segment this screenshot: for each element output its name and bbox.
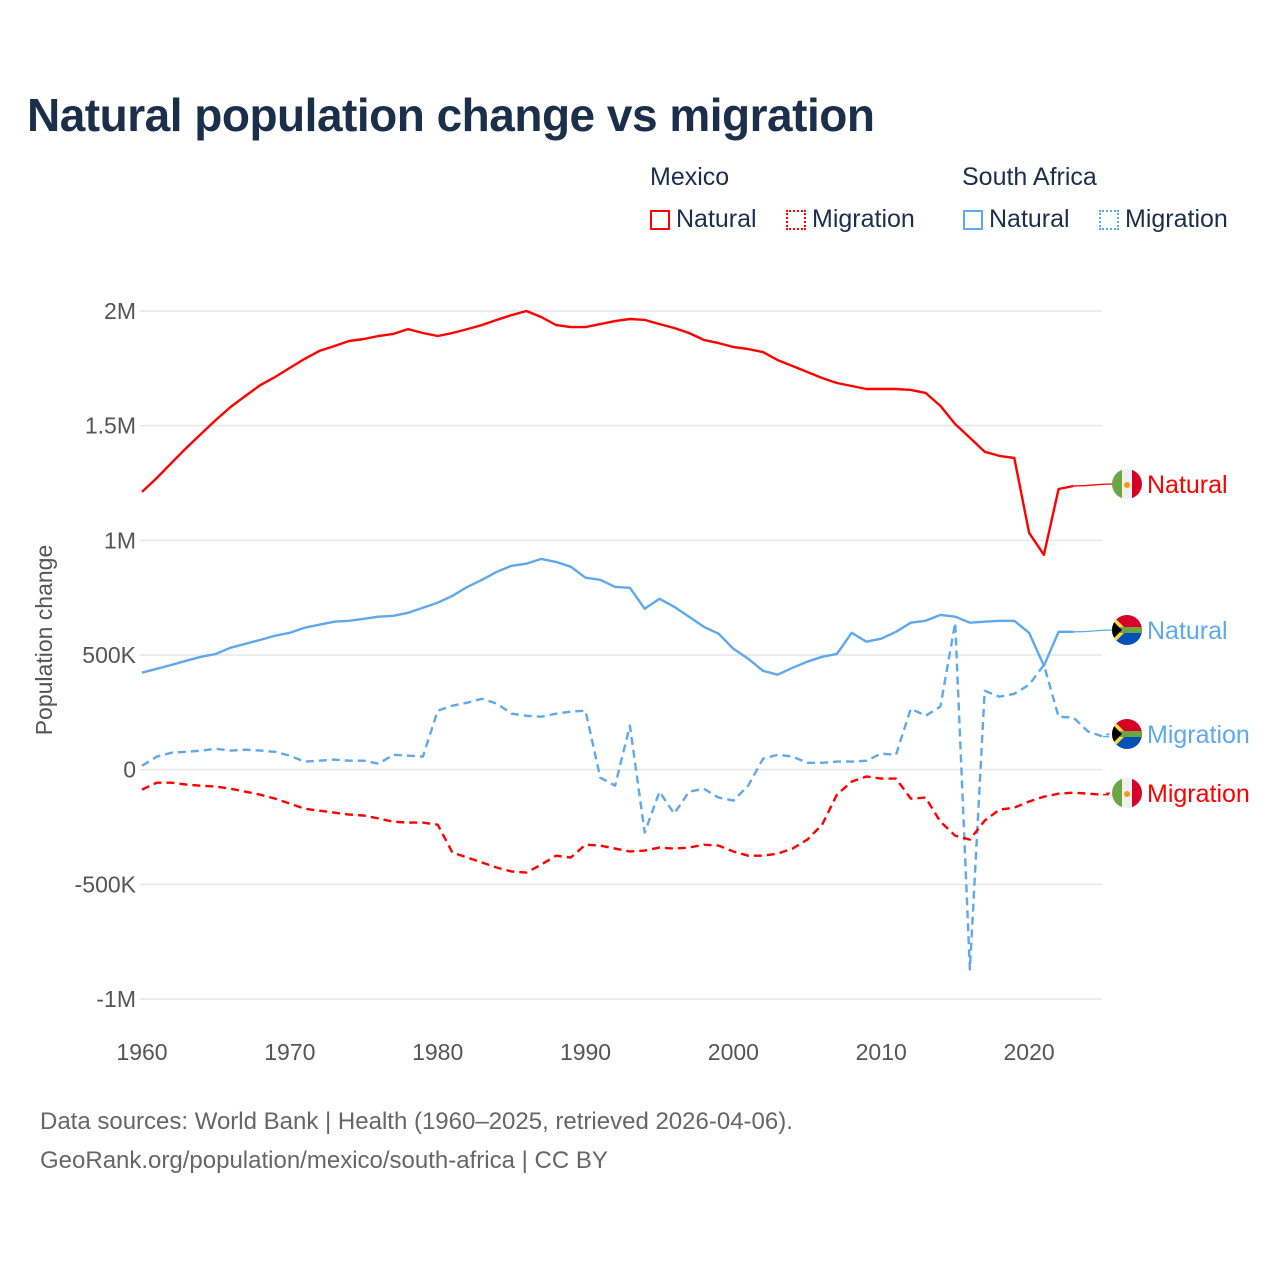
legend-swatch-solid — [650, 209, 670, 230]
legend-label: Natural — [989, 205, 1070, 233]
legend-swatch-solid — [963, 209, 983, 230]
legend-item-south-africa-natural[interactable]: Natural — [963, 205, 1070, 234]
legend-item-mexico-natural[interactable]: Natural — [650, 205, 757, 234]
series-line-south-africa-migration — [141, 621, 1104, 971]
flag-body — [1112, 469, 1142, 499]
series-line-south-africa-natural — [141, 557, 1074, 676]
flag-emblem — [1124, 482, 1130, 488]
x-tick-label: 2000 — [708, 1039, 759, 1065]
x-tick-label: 1990 — [560, 1039, 611, 1065]
south-africa-flag-icon — [1112, 719, 1142, 749]
x-tick-label: 1960 — [116, 1039, 167, 1065]
end-label-mexico-natural: Natural — [1147, 471, 1228, 499]
flag-stripe — [1120, 627, 1142, 633]
flag-stripe — [1132, 778, 1142, 808]
flag-triangle — [1112, 724, 1122, 744]
y-tick-label: 1M — [104, 527, 136, 553]
legend-group-mexico: Mexico — [650, 163, 730, 191]
x-tick-label: 1980 — [412, 1039, 463, 1065]
legend-group-south-africa: South Africa — [962, 163, 1097, 191]
legend-label: Migration — [812, 205, 915, 233]
flag-stripe — [1120, 731, 1142, 737]
label-connector — [1102, 792, 1113, 796]
footer-source: Data sources: World Bank | Health (1960–… — [40, 1108, 793, 1135]
label-connector — [1073, 629, 1113, 633]
flag-stripe — [1112, 469, 1122, 499]
series-line-mexico-migration — [141, 775, 1104, 874]
label-connector — [1073, 483, 1113, 487]
y-tick-label: 2M — [104, 298, 136, 324]
flag-stripe — [1112, 778, 1122, 808]
flag-triangle — [1112, 620, 1122, 640]
y-tick-label: -500K — [75, 871, 137, 897]
flag-body — [1112, 615, 1142, 645]
end-label-mexico-migration: Migration — [1147, 780, 1250, 808]
legend-swatch-dotted — [1099, 209, 1119, 230]
flag-stripe — [1132, 469, 1142, 499]
end-label-south-africa-natural: Natural — [1147, 617, 1228, 645]
chart-title: Natural population change vs migration — [27, 89, 875, 141]
footer-link[interactable]: GeoRank.org/population/mexico/south-afri… — [40, 1147, 608, 1174]
series-line-mexico-natural — [141, 309, 1074, 556]
flag-emblem — [1124, 791, 1130, 797]
x-tick-label: 2020 — [1003, 1039, 1054, 1065]
y-axis-label: Population change — [31, 545, 57, 736]
legend-label: Migration — [1125, 205, 1228, 233]
label-connector — [1102, 733, 1113, 738]
legend-label: Natural — [676, 205, 757, 233]
flag-body — [1112, 719, 1142, 749]
y-tick-label: 0 — [123, 757, 136, 783]
x-tick-label: 1970 — [264, 1039, 315, 1065]
mexico-flag-icon — [1112, 778, 1142, 808]
x-tick-label: 2010 — [856, 1039, 907, 1065]
legend-swatch-dotted — [786, 209, 806, 230]
south-africa-flag-icon — [1112, 615, 1142, 645]
y-tick-label: 1.5M — [85, 413, 136, 439]
legend-item-south-africa-migration[interactable]: Migration — [1099, 205, 1228, 234]
end-label-south-africa-migration: Migration — [1147, 721, 1250, 749]
mexico-flag-icon — [1112, 469, 1142, 499]
flag-body — [1112, 778, 1142, 808]
y-tick-label: 500K — [82, 642, 136, 668]
y-tick-label: -1M — [96, 986, 136, 1012]
legend-item-mexico-migration[interactable]: Migration — [786, 205, 915, 234]
